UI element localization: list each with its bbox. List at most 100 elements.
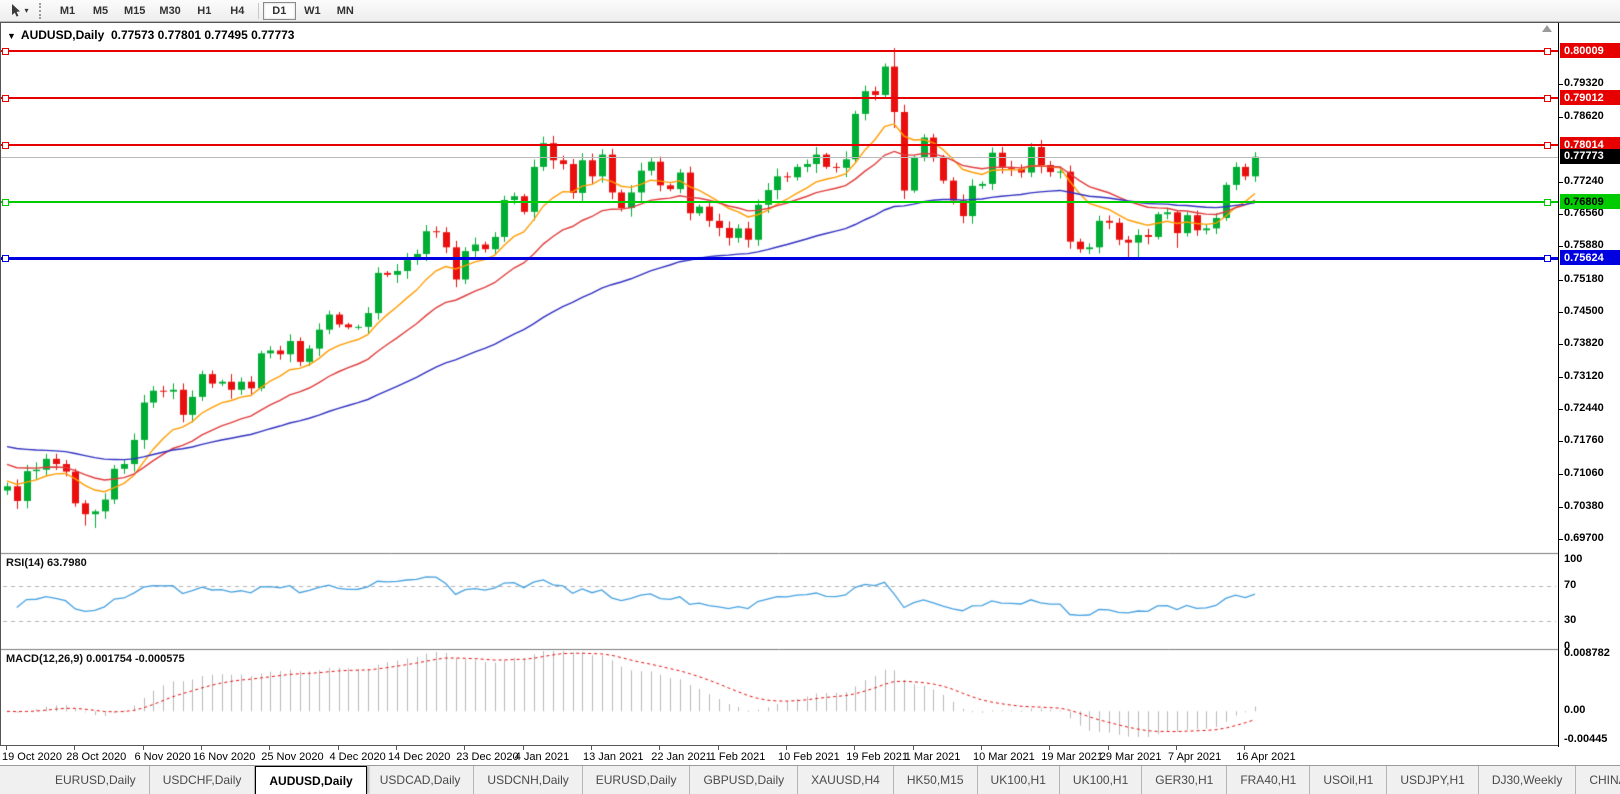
- rsi-tick-label: 100: [1564, 552, 1583, 565]
- price-tick-mark: [1559, 311, 1563, 313]
- price-tick-mark: [1559, 376, 1563, 378]
- chart-tab-dj30-weekly[interactable]: DJ30,Weekly: [1479, 766, 1577, 794]
- chart-tab-eurusd-daily[interactable]: EURUSD,Daily: [42, 766, 150, 794]
- chart-tab-hk50-m15[interactable]: HK50,M15: [894, 766, 978, 794]
- date-tick-mark: [854, 746, 856, 750]
- cursor-tool-button[interactable]: ▾: [4, 2, 34, 20]
- rsi-indicator-label: RSI(14) 63.7980: [6, 557, 87, 569]
- current-price-badge: 0.77773: [1560, 148, 1620, 164]
- date-tick-label: 19 Feb 2021: [846, 751, 909, 763]
- hline-support-0.75624[interactable]: [1, 256, 1558, 260]
- chart-tab-usdcnh-daily[interactable]: USDCNH,Daily: [474, 766, 583, 794]
- chart-title: ▼ AUDUSD,Daily 0.77573 0.77801 0.77495 0.…: [7, 28, 294, 42]
- date-tick-label: 19 Oct 2020: [2, 751, 62, 763]
- chart-tab-uk100-h1[interactable]: UK100,H1: [1060, 766, 1143, 794]
- date-tick-label: 13 Jan 2021: [583, 751, 644, 763]
- price-tick-label: 0.76560: [1564, 207, 1604, 220]
- price-tick-label: 0.73820: [1564, 336, 1604, 349]
- hline-marker[interactable]: [2, 141, 9, 149]
- timeframe-button-m1[interactable]: M1: [59, 4, 76, 17]
- hline-marker[interactable]: [1544, 254, 1551, 262]
- chart-tab-eurusd-daily[interactable]: EURUSD,Daily: [583, 766, 691, 794]
- price-tick-label: 0.78620: [1564, 109, 1604, 122]
- price-tick-label: 0.74500: [1564, 304, 1604, 317]
- price-tick-mark: [1559, 246, 1563, 248]
- date-tick-label: 1 Feb 2021: [709, 751, 766, 763]
- price-tick-label: 0.75880: [1564, 239, 1604, 252]
- price-tick-label: 0.72440: [1564, 402, 1604, 415]
- chart-tab-usdcad-daily[interactable]: USDCAD,Daily: [367, 766, 475, 794]
- macd-tick-label: 0.00: [1564, 704, 1586, 717]
- toolbar-grip[interactable]: [39, 2, 44, 19]
- chart-tab-china300-h1[interactable]: CHINA300,H1: [1576, 766, 1620, 794]
- hline-marker[interactable]: [1544, 198, 1551, 206]
- chart-tab-usoil-h1[interactable]: USOil,H1: [1310, 766, 1388, 794]
- chart-tab-usdchf-daily[interactable]: USDCHF,Daily: [150, 766, 256, 794]
- date-tick-label: 29 Mar 2021: [1099, 751, 1162, 763]
- date-tick-mark: [786, 746, 787, 750]
- hline-resistance-0.78014[interactable]: [1, 144, 1558, 147]
- chart-tab-fra40-h1[interactable]: FRA40,H1: [1227, 766, 1311, 794]
- scale-corner-arrow-icon[interactable]: [1542, 25, 1552, 32]
- date-tick-label: 10 Mar 2021: [973, 751, 1035, 763]
- hline-marker[interactable]: [2, 198, 9, 206]
- price-tick-mark: [1559, 83, 1563, 85]
- price-level-badge: 0.80009: [1560, 43, 1620, 58]
- chart-tab-uk100-h1[interactable]: UK100,H1: [978, 766, 1060, 794]
- price-level-badge: 0.75624: [1560, 250, 1620, 266]
- date-tick-label: 19 Mar 2021: [1041, 751, 1104, 763]
- timeframe-button-h1[interactable]: H1: [197, 4, 212, 17]
- hline-marker[interactable]: [2, 254, 9, 262]
- timeframe-button-m5[interactable]: M5: [92, 4, 109, 17]
- hline-marker[interactable]: [1544, 94, 1551, 102]
- price-tick-mark: [1559, 182, 1563, 184]
- hline-marker[interactable]: [1544, 141, 1551, 149]
- chart-collapse-icon[interactable]: ▼: [7, 31, 16, 41]
- date-tick-label: 4 Jan 2021: [514, 751, 570, 763]
- price-tick-label: 0.71060: [1564, 467, 1604, 480]
- chart-tab-gbpusd-daily[interactable]: GBPUSD,Daily: [690, 766, 799, 794]
- timeframe-button-m15[interactable]: M15: [124, 4, 146, 17]
- price-tick-mark: [1559, 441, 1563, 443]
- dropdown-caret-icon: ▾: [24, 6, 29, 15]
- price-tick-label: 0.75180: [1564, 272, 1604, 285]
- timeframe-button-m30[interactable]: M30: [159, 4, 181, 17]
- date-tick-label: 6 Nov 2020: [134, 751, 191, 763]
- hline-pivot-0.76809[interactable]: [1, 201, 1558, 204]
- date-tick-label: 23 Dec 2020: [456, 751, 519, 763]
- price-tick-label: 0.79320: [1564, 76, 1604, 89]
- timeframe-button-w1[interactable]: W1: [304, 4, 321, 17]
- date-axis[interactable]: 19 Oct 2020 28 Oct 2020 6 Nov 2020 16 Nov 2…: [0, 746, 1620, 766]
- price-tick-mark: [1559, 279, 1563, 281]
- hline-marker[interactable]: [1544, 47, 1551, 55]
- date-tick-label: 7 Apr 2021: [1168, 751, 1222, 763]
- hline-resistance-0.80009[interactable]: [1, 50, 1558, 52]
- date-tick-mark: [591, 746, 592, 750]
- chart-tab-audusd-daily[interactable]: AUDUSD,Daily: [255, 766, 367, 794]
- price-axis[interactable]: 0.79320 0.78620 0.77240 0.76560 0.75880 0.751…: [1558, 23, 1620, 747]
- rsi-tick-label: 30: [1564, 614, 1577, 626]
- timeframe-button-h4[interactable]: H4: [230, 4, 245, 17]
- chart-tab-xauusd-h4[interactable]: XAUUSD,H4: [798, 766, 894, 794]
- date-tick-label: 16 Apr 2021: [1236, 751, 1296, 763]
- price-tick-mark: [1559, 538, 1563, 540]
- date-tick-label: 16 Nov 2020: [193, 751, 256, 763]
- hline-marker[interactable]: [2, 94, 9, 102]
- timeframe-buttons: M1 M5 M15 M30 H1 H4 D1 W1 MN: [51, 1, 362, 20]
- chart-tab-ger30-h1[interactable]: GER30,H1: [1142, 766, 1228, 794]
- date-tick-mark: [717, 746, 719, 750]
- price-tick-mark: [1559, 506, 1563, 508]
- date-tick-mark: [981, 746, 982, 750]
- date-tick-label: 28 Oct 2020: [66, 751, 127, 763]
- date-tick-mark: [464, 746, 466, 750]
- price-level-badge: 0.78014: [1560, 137, 1620, 153]
- timeframe-button-mn[interactable]: MN: [336, 4, 354, 17]
- hline-resistance-0.79012[interactable]: [1, 97, 1558, 100]
- chart-tab-usdjpy-h1[interactable]: USDJPY,H1: [1387, 766, 1479, 794]
- current-price-line: [1, 157, 1558, 158]
- rsi-tick-label: 0: [1564, 640, 1571, 653]
- price-chart-canvas[interactable]: [1, 23, 1558, 745]
- hline-marker[interactable]: [2, 47, 9, 55]
- timeframe-button-d1[interactable]: D1: [262, 1, 296, 20]
- price-tick-label: 0.71760: [1564, 434, 1604, 447]
